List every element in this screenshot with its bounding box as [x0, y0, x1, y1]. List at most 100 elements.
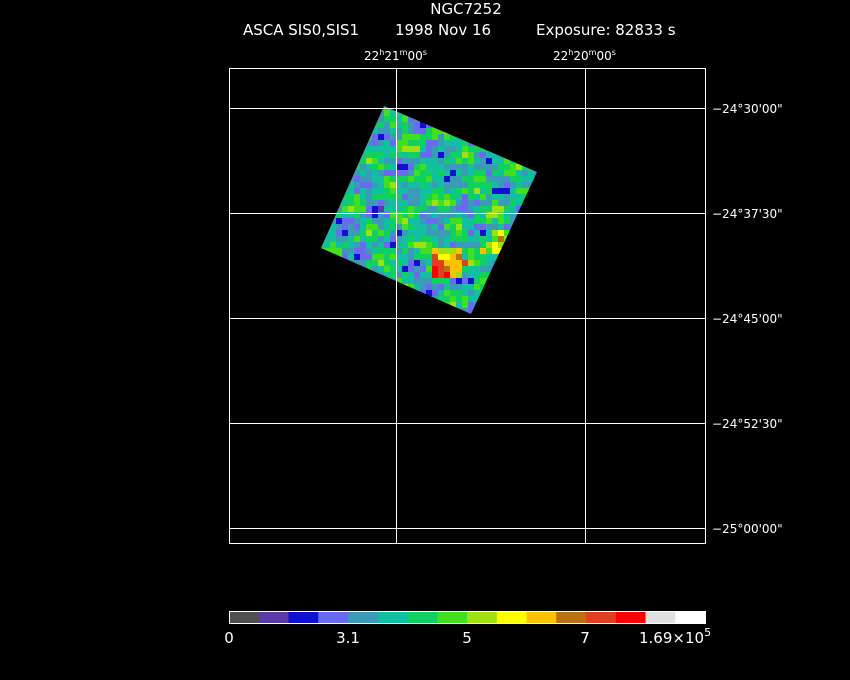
pixel	[360, 212, 366, 218]
pixel	[378, 266, 384, 272]
pixel	[438, 188, 444, 194]
pixel	[438, 290, 444, 296]
pixel	[468, 242, 474, 248]
pixel	[474, 164, 480, 170]
pixel	[456, 266, 462, 272]
pixel	[402, 218, 408, 224]
pixel	[444, 254, 450, 260]
pixel	[384, 260, 390, 266]
pixel	[456, 236, 462, 242]
pixel	[402, 152, 408, 158]
pixel	[378, 224, 384, 230]
colorbar-swatch	[645, 612, 676, 623]
pixel	[492, 236, 498, 242]
pixel	[396, 242, 402, 248]
pixel	[384, 272, 390, 278]
pixel	[456, 146, 462, 152]
pixel	[474, 194, 480, 200]
pixel	[396, 182, 402, 188]
pixel	[396, 254, 402, 260]
pixel	[360, 170, 366, 176]
pixel	[432, 272, 438, 278]
pixel	[444, 134, 450, 140]
pixel	[492, 152, 498, 158]
pixel	[426, 272, 432, 278]
pixel	[450, 170, 456, 176]
pixel	[450, 200, 456, 206]
pixel	[498, 188, 504, 194]
pixel	[492, 182, 498, 188]
pixel	[396, 248, 402, 254]
pixel	[384, 266, 390, 272]
pixel	[474, 254, 480, 260]
pixel	[492, 248, 498, 254]
pixel	[354, 182, 360, 188]
pixel	[396, 122, 402, 128]
ra-label-part: s	[423, 48, 427, 57]
pixel	[522, 194, 528, 200]
pixel	[384, 200, 390, 206]
pixel	[468, 296, 474, 302]
pixel	[366, 212, 372, 218]
pixel	[492, 188, 498, 194]
pixel	[432, 242, 438, 248]
pixel	[414, 200, 420, 206]
pixel	[444, 164, 450, 170]
pixel	[474, 200, 480, 206]
pixel	[372, 206, 378, 212]
pixel	[516, 170, 522, 176]
pixel	[420, 188, 426, 194]
pixel	[468, 284, 474, 290]
colorbar-swatch	[407, 612, 438, 623]
pixel	[336, 242, 342, 248]
pixel	[372, 224, 378, 230]
pixel	[426, 146, 432, 152]
pixel	[366, 194, 372, 200]
pixel	[390, 254, 396, 260]
pixel	[372, 266, 378, 272]
pixel	[450, 212, 456, 218]
pixel	[432, 206, 438, 212]
pixel	[384, 134, 390, 140]
pixel	[366, 188, 372, 194]
pixel	[420, 278, 426, 284]
pixel	[384, 194, 390, 200]
pixel	[396, 260, 402, 266]
pixel	[390, 110, 396, 116]
pixel	[360, 206, 366, 212]
pixel	[342, 254, 348, 260]
ra-label-part: 20	[573, 49, 588, 63]
pixel	[402, 248, 408, 254]
colorbar-swatch	[377, 612, 408, 623]
pixel	[402, 146, 408, 152]
pixel	[420, 140, 426, 146]
pixel	[462, 248, 468, 254]
colorbar-swatch	[318, 612, 349, 623]
pixel	[528, 176, 534, 182]
pixel	[498, 206, 504, 212]
pixel	[354, 176, 360, 182]
pixel	[384, 230, 390, 236]
pixel	[372, 260, 378, 266]
pixel	[402, 206, 408, 212]
pixel	[384, 206, 390, 212]
pixel	[456, 260, 462, 266]
pixel	[492, 176, 498, 182]
pixel	[474, 284, 480, 290]
pixel	[438, 248, 444, 254]
pixel	[420, 128, 426, 134]
pixel	[408, 224, 414, 230]
pixel	[450, 152, 456, 158]
pixel	[366, 206, 372, 212]
pixel	[372, 170, 378, 176]
pixel	[510, 188, 516, 194]
pixel	[402, 260, 408, 266]
pixel	[342, 230, 348, 236]
pixel	[414, 266, 420, 272]
pixel	[462, 242, 468, 248]
pixel	[468, 200, 474, 206]
pixel	[408, 182, 414, 188]
pixel	[384, 218, 390, 224]
pixel	[462, 278, 468, 284]
pixel	[480, 170, 486, 176]
